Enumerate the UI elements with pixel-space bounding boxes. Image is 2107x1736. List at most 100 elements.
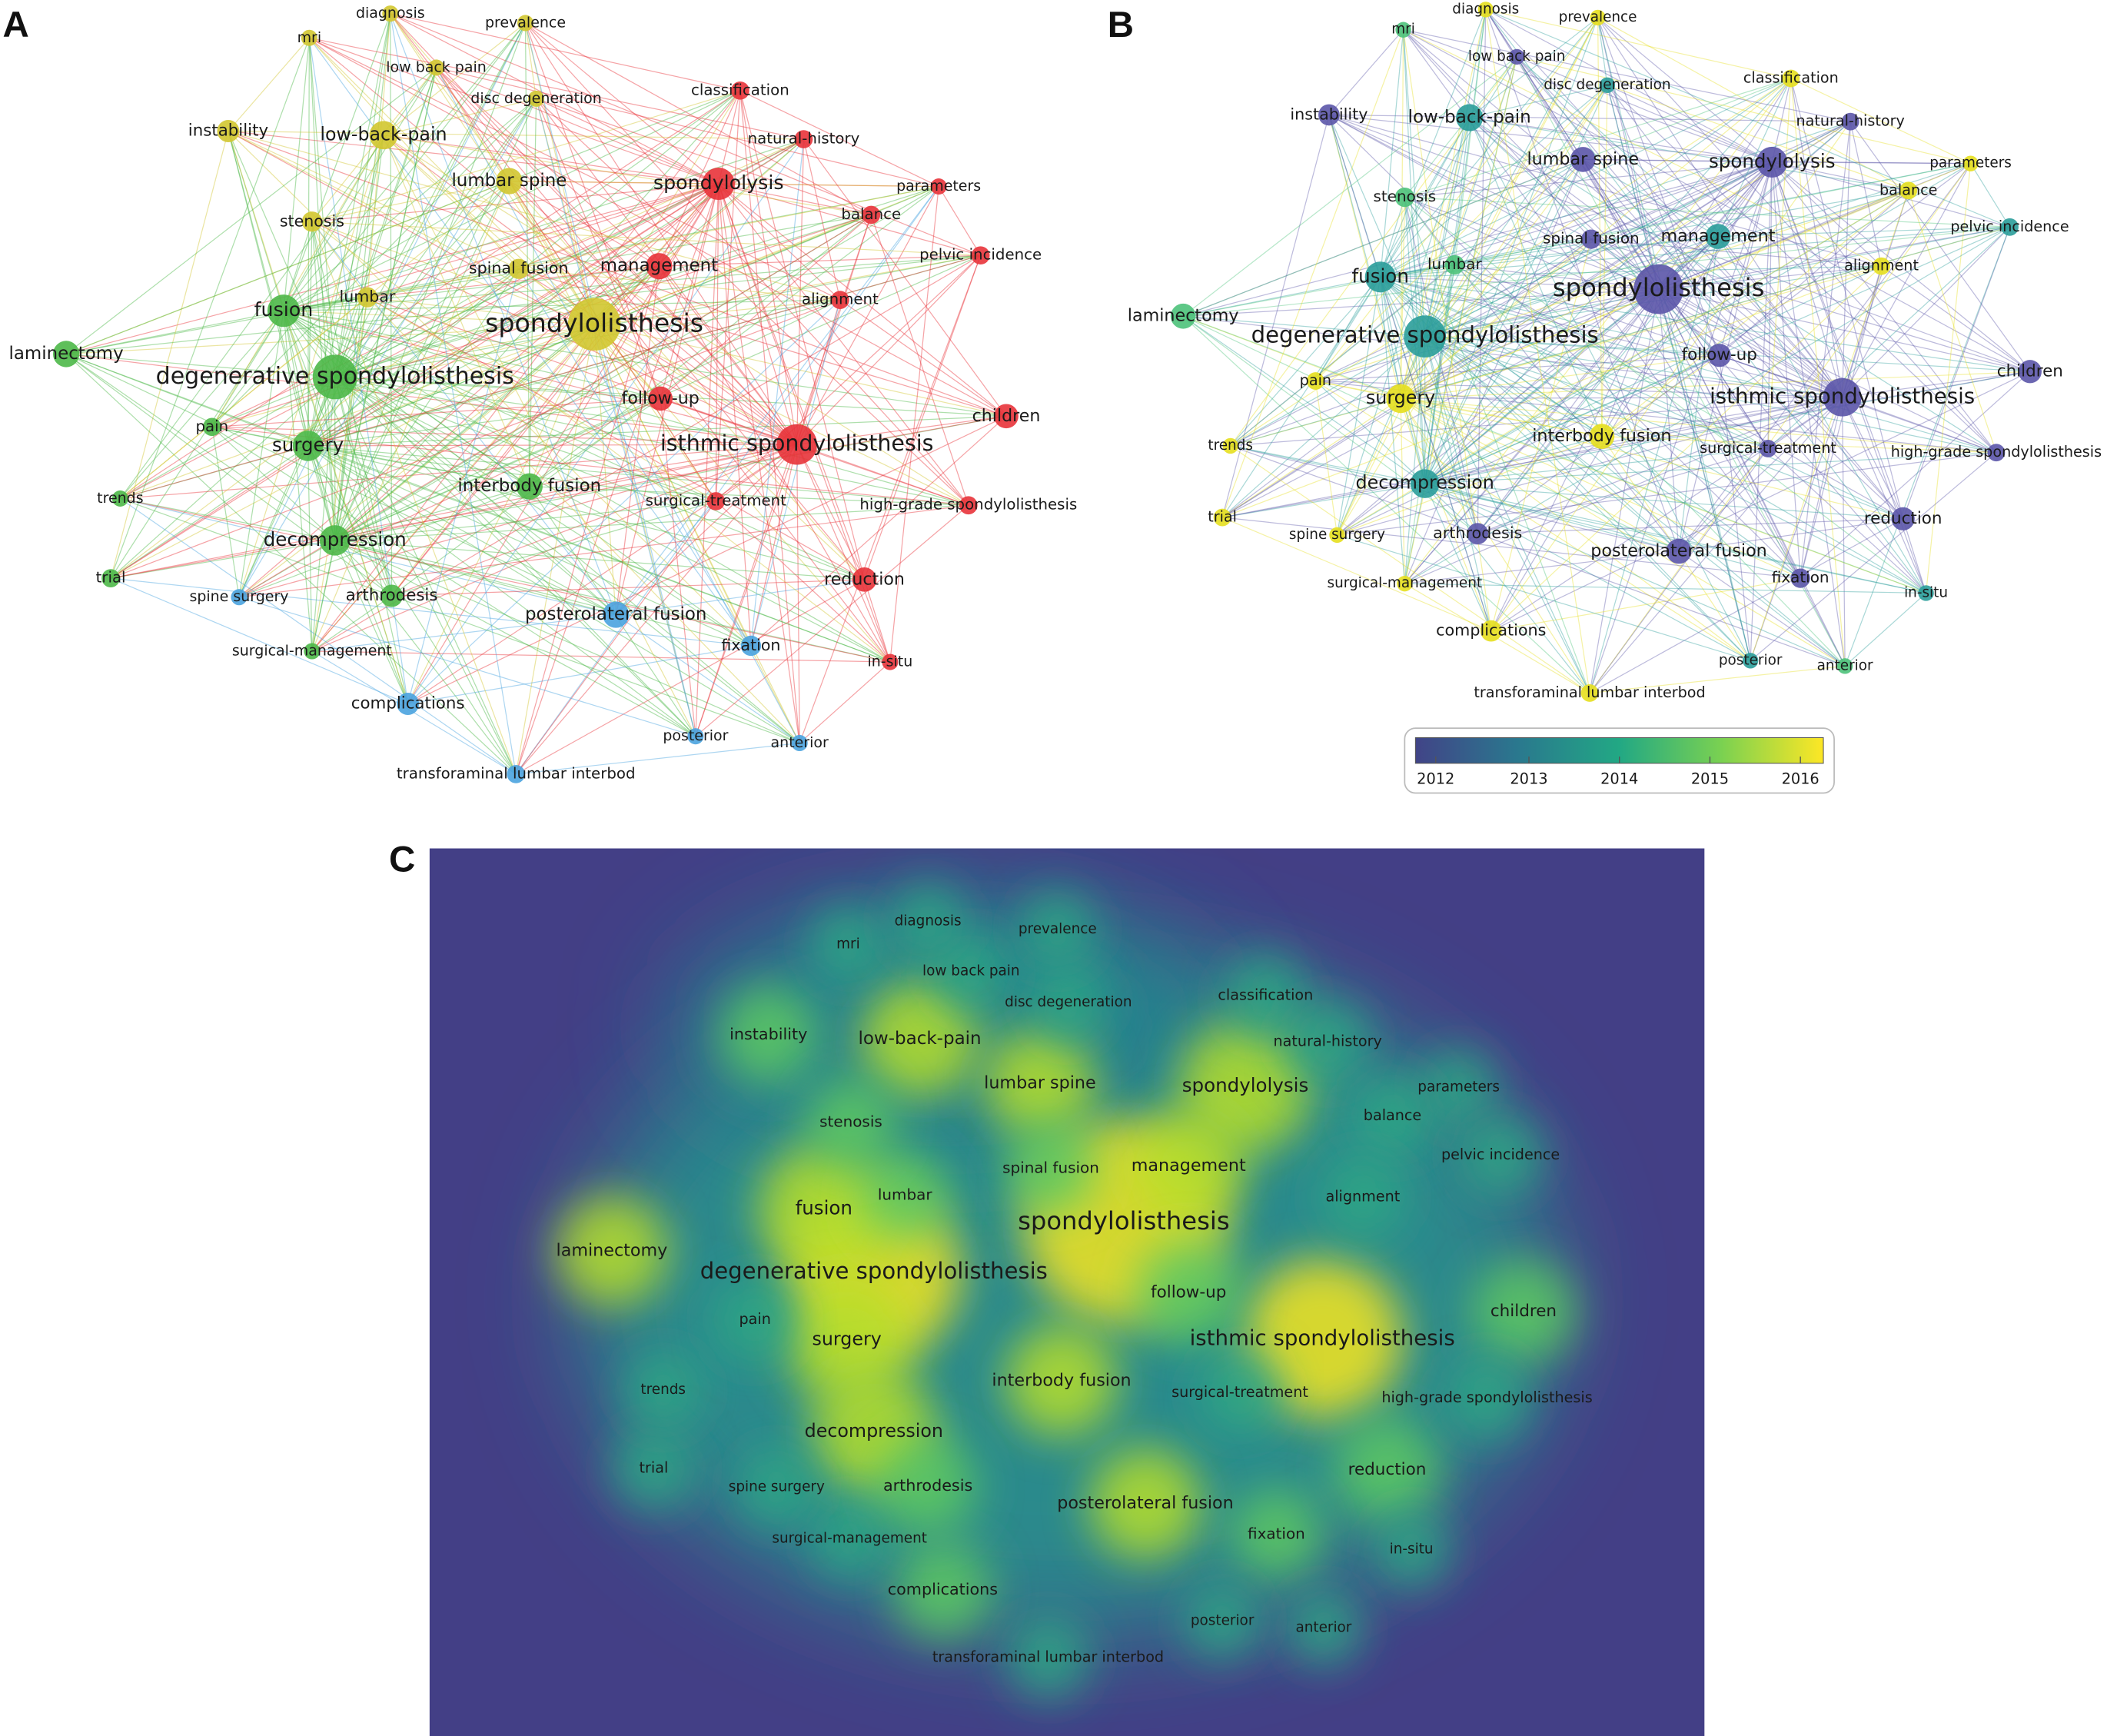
edge (803, 138, 841, 301)
edge (1454, 163, 1971, 266)
edge (658, 265, 891, 663)
keyword-label: fusion (796, 1197, 852, 1219)
edge (1328, 115, 1401, 399)
keyword-label: alignment (1325, 1187, 1400, 1205)
edge (211, 135, 384, 427)
edge (536, 98, 872, 216)
edge (307, 445, 696, 737)
edge (1336, 336, 1426, 536)
keyword-label: instability (1290, 105, 1368, 123)
edge (228, 130, 797, 445)
keyword-label: posterolateral fusion (1590, 540, 1767, 560)
node (1742, 653, 1759, 669)
edge (120, 497, 616, 616)
edge (238, 504, 969, 598)
edge (65, 297, 368, 355)
edge (1658, 288, 1769, 449)
keyword-label: low-back-pain (1408, 107, 1531, 127)
edge (1404, 197, 1590, 693)
density-blob (1445, 1356, 1529, 1441)
keyword-label: stenosis (819, 1112, 882, 1131)
edge (1424, 159, 1584, 338)
node (794, 130, 813, 148)
edge (334, 181, 510, 377)
keyword-label: arthrodesis (883, 1476, 972, 1495)
edge (1221, 161, 1773, 518)
edge (1380, 226, 2010, 278)
edge (1469, 117, 1603, 437)
edge (1222, 517, 1801, 579)
keyword-label: spinal fusion (469, 259, 569, 278)
edge (796, 444, 866, 580)
edge (1404, 397, 1843, 584)
edge (1222, 483, 1425, 518)
edge (334, 254, 981, 377)
edge (1469, 117, 1909, 191)
edge (1403, 29, 1851, 122)
edge (1658, 78, 1792, 290)
edge (1424, 288, 1659, 338)
edge (518, 138, 804, 270)
edge (593, 324, 696, 737)
edge (211, 397, 661, 427)
edge (718, 183, 981, 256)
edge (509, 181, 660, 267)
keyword-label: spine surgery (729, 1479, 825, 1495)
colorbar-tick-label: 2016 (1782, 770, 1820, 787)
edge (1750, 397, 1843, 661)
keyword-label: pelvic incidence (1950, 218, 2069, 235)
node (1756, 146, 1788, 178)
edge (718, 183, 841, 301)
keyword-label: decompression (805, 1420, 943, 1442)
node (496, 168, 523, 195)
edge (870, 215, 969, 506)
edge (283, 310, 969, 506)
edge (615, 444, 798, 616)
edge (228, 130, 804, 140)
edge (1380, 276, 1926, 594)
edge (1230, 445, 1425, 484)
node (1477, 2, 1494, 18)
edge (211, 426, 530, 487)
edge (529, 183, 720, 487)
edge (718, 183, 969, 506)
edge (615, 501, 716, 615)
edge (1314, 381, 1338, 535)
edge (1485, 8, 1773, 163)
edge (1477, 518, 1903, 534)
edge (1182, 315, 1926, 594)
edge (1582, 159, 1660, 290)
keyword-label: mri (1391, 22, 1415, 38)
keyword-label: reduction (824, 569, 905, 589)
edge (1424, 238, 1592, 338)
edge (1380, 276, 1903, 520)
edge (1315, 161, 1773, 382)
edge (1658, 226, 2010, 290)
keyword-label: lumbar spine (1527, 149, 1639, 169)
edge (283, 310, 797, 445)
edge (334, 376, 696, 737)
edge (715, 184, 720, 501)
edge (1590, 238, 1801, 579)
edge (1485, 8, 2010, 228)
keyword-label: surgical-management (1328, 575, 1483, 591)
keyword-label: trends (97, 490, 143, 507)
density-blob (1351, 1073, 1434, 1158)
edge (1328, 114, 1882, 267)
keyword-label: balance (1879, 181, 1937, 198)
keyword-label: parameters (896, 178, 981, 195)
edge (1485, 8, 1843, 398)
edge (283, 265, 660, 311)
edge (311, 221, 336, 377)
keyword-label: fixation (721, 636, 780, 654)
edge (1424, 336, 1846, 667)
edge (1401, 397, 1843, 400)
node (516, 473, 543, 500)
keyword-label: pain (739, 1310, 771, 1328)
edge (334, 135, 384, 540)
density-blob (1132, 1109, 1245, 1222)
edge (334, 135, 384, 377)
edge (311, 181, 510, 652)
edge (110, 445, 308, 579)
edge (311, 324, 595, 652)
